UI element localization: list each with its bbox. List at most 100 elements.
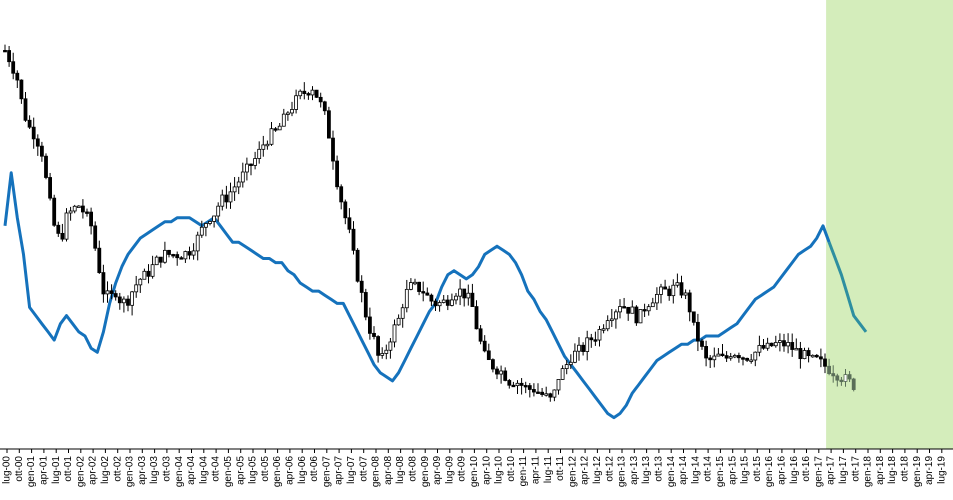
candlestick (216, 202, 221, 222)
candlestick (76, 205, 81, 208)
candlestick-body (482, 340, 487, 352)
candlestick-body (162, 249, 167, 263)
candlestick-body (839, 379, 844, 383)
x-tick-label: ott-14 (703, 456, 714, 482)
candlestick-body (85, 211, 89, 214)
candlestick-body (27, 119, 32, 128)
x-tick-label: apr-16 (777, 456, 788, 485)
x-tick-label: ott-18 (900, 456, 911, 482)
x-tick-label: ott-06 (309, 456, 320, 482)
candlestick-body (490, 359, 495, 370)
candlestick (142, 268, 147, 280)
x-tick-label: apr-15 (727, 456, 738, 485)
x-tick-label: gen-12 (567, 456, 578, 488)
x-tick-label: apr-04 (186, 456, 197, 485)
x-tick-label: lug-16 (789, 456, 800, 484)
candlestick (60, 223, 65, 242)
candlestick (392, 319, 397, 348)
candlestick (851, 377, 856, 392)
candlestick (339, 184, 344, 210)
candlestick-body (741, 357, 745, 360)
candlestick-body (175, 254, 180, 259)
candlestick (827, 358, 831, 376)
candlestick (117, 292, 122, 310)
candlestick (544, 386, 549, 397)
candlestick (720, 344, 725, 357)
candlestick-body (351, 228, 356, 251)
candlestick-body (618, 306, 622, 313)
candlestick (19, 79, 24, 104)
candlestick (794, 338, 799, 351)
x-tick-label: lug-12 (592, 456, 603, 484)
candlestick (318, 92, 323, 108)
candlestick (68, 206, 73, 221)
candlestick (585, 330, 590, 361)
candlestick (220, 189, 225, 211)
candlestick-body (335, 160, 340, 188)
candlestick-body (277, 125, 282, 131)
candlestick-body (589, 337, 594, 341)
candlestick-body (655, 294, 659, 304)
candlestick-body (146, 270, 151, 277)
candlestick-body (478, 328, 483, 342)
candlestick (449, 293, 454, 307)
x-tick-label: gen-16 (764, 456, 775, 488)
x-tick-label: lug-18 (887, 456, 898, 484)
candlestick (290, 101, 294, 117)
candlestick (417, 281, 422, 296)
candlestick-body (294, 95, 299, 110)
candlestick-body (101, 272, 106, 295)
candlestick-body (392, 324, 397, 343)
candlestick-body (130, 291, 135, 306)
x-tick-label: gen-01 (26, 456, 37, 488)
candlestick-body (462, 288, 467, 299)
candlestick-body (339, 186, 344, 203)
x-tick-label: lug-00 (2, 456, 13, 484)
candlestick-body (208, 221, 212, 224)
x-tick-label: gen-06 (272, 456, 283, 488)
candlestick-body (527, 385, 532, 390)
candlestick (482, 335, 487, 353)
candlestick-body (285, 112, 290, 115)
candlestick-body (732, 355, 737, 358)
candlestick (44, 153, 48, 180)
candlestick-body (167, 249, 171, 255)
candlestick (593, 331, 598, 346)
candlestick (421, 281, 426, 302)
forecast-region-shading (826, 0, 953, 449)
candlestick-body (700, 340, 704, 347)
candlestick (700, 338, 704, 350)
x-tick-label: ott-13 (654, 456, 665, 482)
x-tick-label: apr-18 (875, 456, 886, 485)
candlestick-body (97, 247, 102, 273)
candlestick (458, 279, 463, 306)
candlestick (15, 70, 20, 89)
x-tick-label: apr-19 (924, 456, 935, 485)
candlestick-body (257, 148, 262, 159)
candlestick (429, 293, 434, 307)
candlestick (310, 86, 315, 101)
candlestick-body (474, 306, 479, 330)
candlestick (650, 297, 655, 308)
candlestick-body (646, 306, 651, 312)
candlestick (490, 358, 495, 373)
candlestick (158, 256, 163, 268)
candlestick-body (76, 205, 81, 208)
candlestick (380, 347, 385, 359)
candlestick (634, 305, 639, 326)
candlestick-body (486, 350, 491, 361)
candlestick-body (437, 302, 442, 307)
candlestick-body (212, 215, 217, 222)
candlestick (716, 348, 721, 357)
candlestick-body (605, 320, 610, 330)
candlestick-body (60, 232, 65, 240)
candlestick (519, 378, 524, 395)
candlestick-body (614, 311, 618, 320)
x-tick-label: gen-07 (321, 456, 332, 488)
candlestick (269, 121, 274, 146)
x-tick-label: apr-05 (235, 456, 246, 485)
candlestick (56, 221, 61, 237)
candlestick (778, 333, 782, 352)
candlestick-body (23, 98, 28, 121)
x-tick-label: ott-05 (260, 456, 271, 482)
